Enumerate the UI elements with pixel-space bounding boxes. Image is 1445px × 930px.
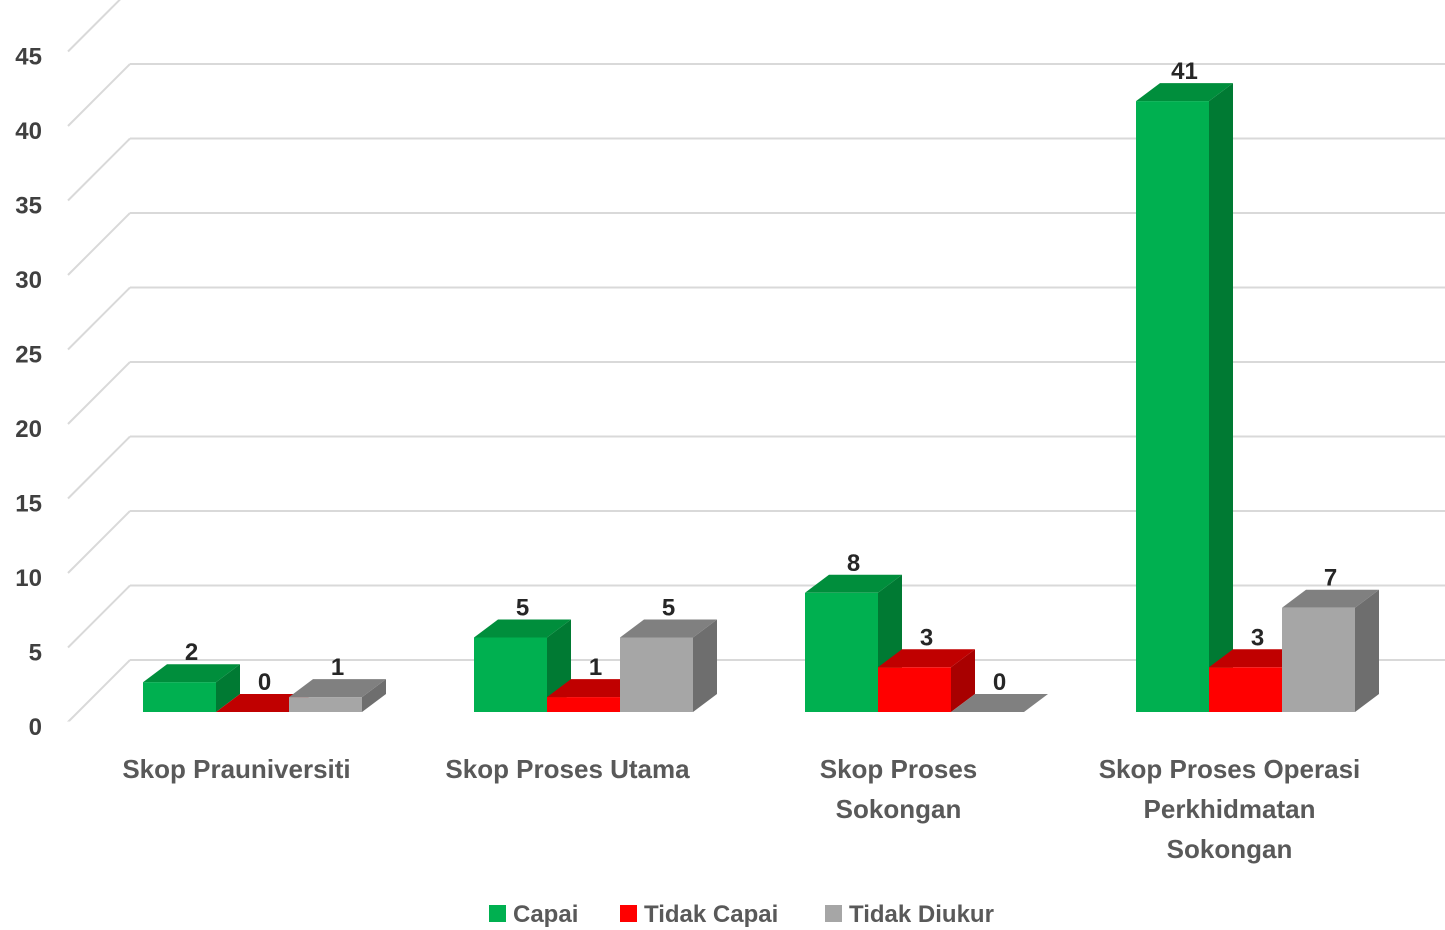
bar	[289, 679, 386, 712]
data-label: 0	[258, 669, 271, 696]
bar-top	[1282, 589, 1379, 608]
x-category-label-line: Skop Prauniversiti	[122, 754, 350, 784]
gridline-diagonal	[67, 0, 121, 53]
bar-front	[1282, 607, 1355, 712]
bar-top	[620, 619, 717, 638]
data-label: 1	[589, 654, 602, 681]
y-tick-label: 35	[15, 193, 42, 220]
bar-front	[547, 697, 620, 712]
y-tick-label: 30	[15, 267, 42, 294]
bar	[216, 694, 313, 712]
y-tick-label: 0	[29, 714, 42, 741]
y-tick-label: 10	[15, 565, 42, 592]
data-label: 7	[1324, 565, 1337, 592]
bar	[620, 619, 717, 712]
bar-top	[878, 649, 975, 668]
gridline-diagonal	[67, 584, 131, 649]
bar-top	[805, 574, 902, 593]
bar-top	[474, 619, 571, 638]
bar	[1282, 589, 1379, 712]
y-tick-label: 20	[15, 416, 42, 443]
y-tick-label: 5	[29, 640, 42, 667]
legend-swatch	[825, 905, 842, 922]
legend-swatch	[620, 905, 637, 922]
legend-label: Tidak Diukur	[849, 901, 994, 928]
bar-front	[143, 682, 216, 712]
data-label: 41	[1171, 58, 1198, 85]
x-category-label: Skop Proses Utama	[445, 754, 690, 784]
x-category-label: Skop Proses Operasi Perkhidmatan Sokongan	[1099, 754, 1361, 864]
gridline-diagonal	[67, 435, 131, 500]
gridline-diagonal	[67, 212, 131, 276]
legend-item: Capai	[489, 901, 578, 928]
data-label: 3	[1251, 624, 1264, 651]
bar-front	[1136, 101, 1209, 713]
bar-top	[289, 679, 386, 698]
y-axis: 0 5 10 15 20 25 30 35 40 45	[15, 44, 42, 742]
gridline-diagonal	[67, 659, 131, 723]
bars	[143, 83, 1379, 713]
bar-top	[951, 694, 1048, 712]
bar-top	[216, 694, 313, 712]
bar-front	[474, 637, 547, 712]
bar-side	[1355, 589, 1379, 712]
bar-front	[878, 667, 951, 712]
x-category-label: Skop Proses Sokongan	[820, 754, 978, 824]
bar-top	[1209, 649, 1306, 668]
y-tick-label: 15	[15, 491, 42, 518]
gridline-diagonal	[67, 510, 131, 574]
data-label: 2	[185, 639, 198, 666]
bar	[474, 619, 571, 712]
x-category-label-line: Perkhidmatan	[1144, 794, 1316, 824]
data-label: 0	[993, 669, 1006, 696]
y-tick-label: 25	[15, 342, 42, 369]
bar-top	[547, 679, 644, 698]
bar-front	[805, 592, 878, 712]
legend-swatch	[489, 905, 506, 922]
legend-item: Tidak Capai	[620, 901, 778, 928]
bar-top	[1136, 83, 1233, 102]
data-labels: 2 0 1 5 1 5 8 3 0 41 3 7	[185, 58, 1337, 696]
y-tick-label: 40	[15, 118, 42, 145]
gridline-diagonal	[67, 137, 131, 202]
x-category-label: Skop Prauniversiti	[122, 754, 350, 784]
bar-top	[143, 664, 240, 683]
data-label: 1	[331, 654, 344, 681]
data-label: 8	[847, 550, 860, 577]
gridlines	[67, 0, 1445, 723]
legend-label: Capai	[513, 901, 578, 928]
x-category-label-line: Skop Proses Operasi	[1099, 754, 1361, 784]
data-label: 5	[662, 595, 675, 622]
x-category-label-line: Sokongan	[836, 794, 962, 824]
bar-front	[289, 697, 362, 712]
x-axis: Skop Prauniversiti Skop Proses Utama Skop …	[122, 754, 1360, 864]
bar-side	[951, 649, 975, 712]
legend: Capai Tidak Capai Tidak Diukur	[489, 901, 994, 928]
bar-front	[1209, 667, 1282, 712]
bar-front	[620, 637, 693, 712]
y-tick-label: 45	[15, 44, 42, 71]
legend-label: Tidak Capai	[644, 901, 778, 928]
x-category-label-line: Sokongan	[1167, 834, 1293, 864]
gridline-diagonal	[67, 286, 131, 351]
x-category-label-line: Skop Proses Utama	[445, 754, 690, 784]
bar	[143, 664, 240, 712]
data-label: 5	[516, 595, 529, 622]
bar-side	[1209, 83, 1233, 713]
bar	[951, 694, 1048, 712]
bar-side	[693, 619, 717, 712]
bar	[878, 649, 975, 712]
gridline-diagonal	[67, 63, 131, 127]
bar-side	[362, 679, 386, 712]
x-category-label-line: Skop Proses	[820, 754, 978, 784]
bar	[1136, 83, 1233, 713]
data-label: 3	[920, 624, 933, 651]
gridline-diagonal	[67, 361, 131, 425]
bar-side	[216, 664, 240, 712]
legend-item: Tidak Diukur	[825, 901, 994, 928]
